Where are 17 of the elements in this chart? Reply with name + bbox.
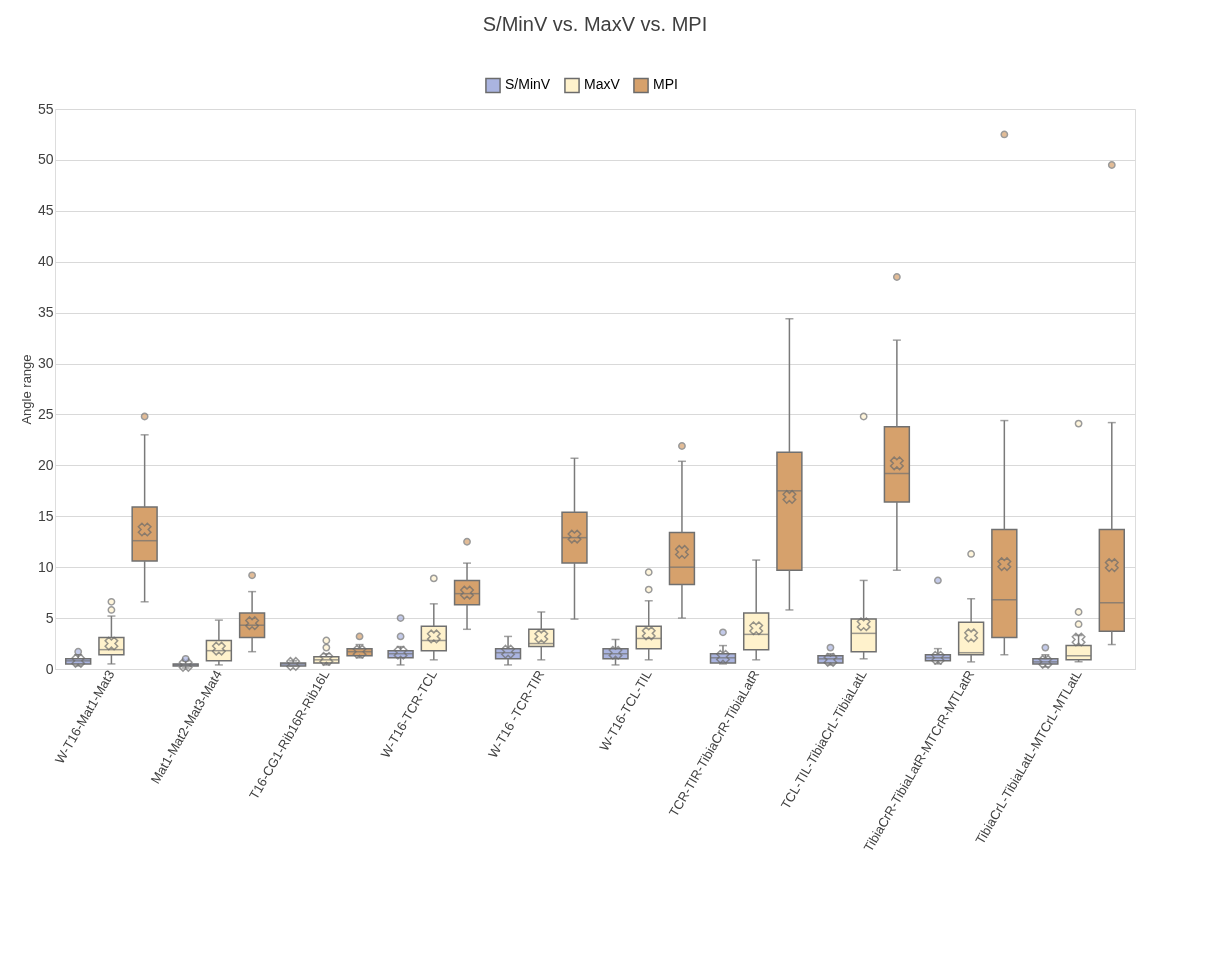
y-tick-label: 25 — [37, 405, 54, 422]
y-tick-label: 35 — [37, 304, 54, 321]
legend-label: S/MinV — [505, 76, 551, 93]
y-tick-label: 15 — [37, 507, 54, 524]
y-tick-label: 30 — [37, 355, 54, 372]
y-tick-label: 45 — [37, 202, 54, 219]
legend-label: MaxV — [584, 76, 621, 93]
y-tick-label: 55 — [37, 100, 54, 117]
legend-label: MPI — [653, 76, 678, 93]
y-tick-label: 40 — [37, 253, 54, 270]
y-tick-label: 50 — [37, 151, 54, 168]
y-tick-label: 0 — [45, 660, 54, 677]
y-tick-label: 10 — [37, 558, 54, 575]
y-axis-title: Angle range — [18, 354, 34, 425]
chart-title: S/MinV vs. MaxV vs. MPI — [482, 13, 708, 35]
y-tick-label: 20 — [37, 456, 54, 473]
y-tick-label: 5 — [45, 609, 54, 626]
